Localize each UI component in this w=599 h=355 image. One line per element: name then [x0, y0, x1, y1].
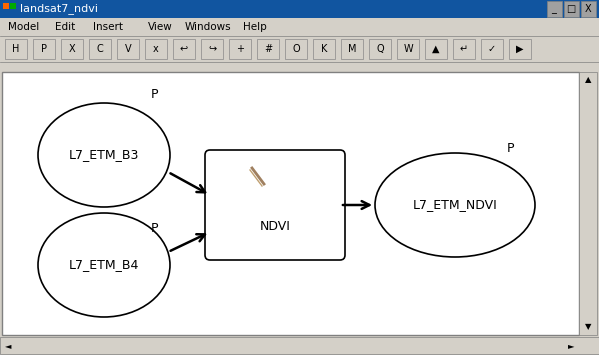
Text: V: V	[125, 44, 131, 54]
Text: ↵: ↵	[460, 44, 468, 54]
Text: W: W	[403, 44, 413, 54]
Ellipse shape	[375, 153, 535, 257]
Text: ◄: ◄	[5, 341, 11, 350]
Text: P: P	[152, 88, 159, 102]
Text: P: P	[41, 44, 47, 54]
Text: #: #	[264, 44, 272, 54]
Text: ▲: ▲	[432, 44, 440, 54]
Text: X: X	[69, 44, 75, 54]
Text: L7_ETM_B3: L7_ETM_B3	[69, 148, 139, 162]
Bar	[173, 39, 195, 59]
Bar	[229, 39, 251, 59]
Text: Help: Help	[243, 22, 267, 32]
Bar	[581, 1, 596, 17]
Bar	[0, 18, 599, 36]
Bar	[564, 1, 579, 17]
Bar	[89, 39, 111, 59]
Text: L7_ETM_NDVI: L7_ETM_NDVI	[413, 198, 497, 212]
Bar	[61, 39, 83, 59]
Text: ►: ►	[568, 341, 574, 350]
Text: landsat7_ndvi: landsat7_ndvi	[20, 4, 98, 15]
Text: □: □	[567, 4, 576, 14]
Text: Insert: Insert	[93, 22, 123, 32]
Text: ▶: ▶	[516, 44, 524, 54]
Text: O: O	[292, 44, 300, 54]
Bar	[117, 39, 139, 59]
Bar	[509, 39, 531, 59]
Text: K: K	[321, 44, 327, 54]
Text: Model: Model	[8, 22, 40, 32]
Bar	[257, 39, 279, 59]
Bar	[397, 39, 419, 59]
Text: Edit: Edit	[55, 22, 75, 32]
Text: Q: Q	[376, 44, 384, 54]
Text: ↩: ↩	[180, 44, 188, 54]
Bar	[3, 3, 9, 9]
Bar	[313, 39, 335, 59]
Text: ▲: ▲	[585, 76, 591, 84]
Text: x: x	[153, 44, 159, 54]
Bar	[425, 39, 447, 59]
FancyBboxPatch shape	[205, 150, 345, 260]
Bar	[547, 1, 562, 17]
Text: C: C	[96, 44, 104, 54]
Bar	[2, 72, 579, 335]
Bar	[0, 337, 599, 354]
Ellipse shape	[38, 213, 170, 317]
Bar	[5, 39, 27, 59]
Text: P: P	[152, 222, 159, 235]
Bar	[10, 3, 16, 9]
Text: Windows: Windows	[185, 22, 232, 32]
Text: View: View	[148, 22, 173, 32]
Text: ↪: ↪	[208, 44, 216, 54]
Bar	[481, 39, 503, 59]
Text: _: _	[552, 4, 556, 14]
Bar	[341, 39, 363, 59]
Bar	[0, 36, 599, 62]
Text: H: H	[13, 44, 20, 54]
Bar	[369, 39, 391, 59]
Text: NDVI: NDVI	[259, 220, 291, 234]
Bar	[285, 39, 307, 59]
Bar	[453, 39, 475, 59]
Text: +: +	[236, 44, 244, 54]
Text: P: P	[506, 142, 514, 154]
Text: X: X	[585, 4, 591, 14]
Ellipse shape	[38, 103, 170, 207]
Text: ✓: ✓	[488, 44, 496, 54]
Bar	[145, 39, 167, 59]
Text: L7_ETM_B4: L7_ETM_B4	[69, 258, 139, 272]
Text: M: M	[348, 44, 356, 54]
Bar	[579, 72, 597, 335]
Bar	[201, 39, 223, 59]
Bar	[0, 0, 599, 18]
Text: ▼: ▼	[585, 322, 591, 332]
Bar	[33, 39, 55, 59]
